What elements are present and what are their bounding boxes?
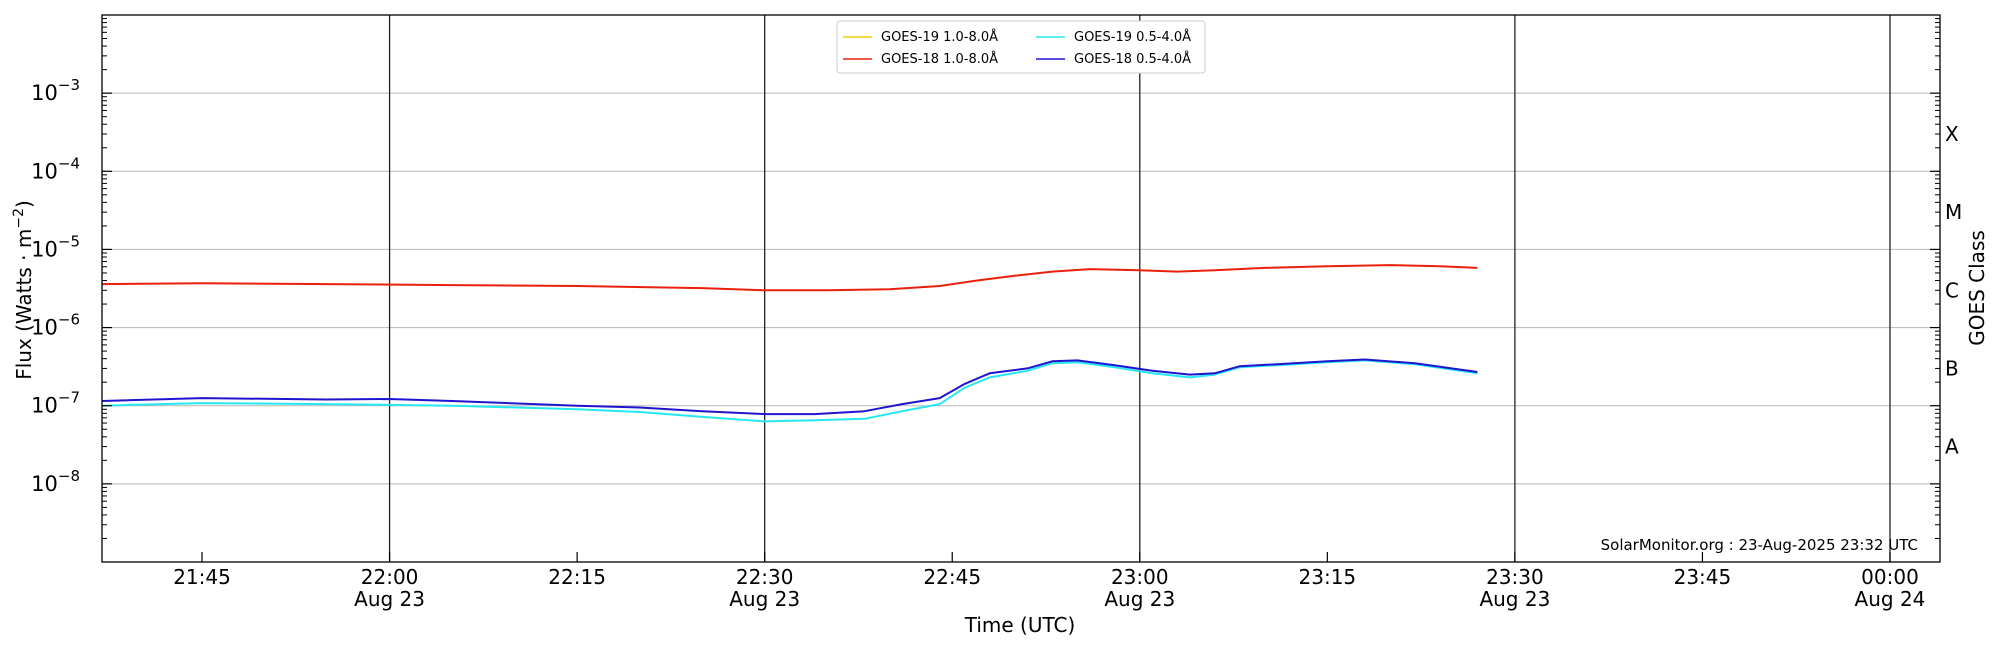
goes-class-a: A <box>1945 435 1959 459</box>
y-tick-label-base: 10 <box>31 237 58 261</box>
x-tick-label: 23:45 <box>1674 565 1732 589</box>
y-tick-label: 10−5 <box>31 232 80 261</box>
x-tick-date: Aug 23 <box>1104 587 1175 611</box>
x-tick-label: 00:00 <box>1861 565 1919 589</box>
x-tick-label: 22:30 <box>736 565 794 589</box>
y-axis-label-text: Flux (Watts · m <box>12 229 36 380</box>
goes-class-labels: X M C B A <box>1945 122 1962 459</box>
legend-label-goes19-short: GOES-19 0.5-4.0Å <box>1074 29 1191 45</box>
x-tick-label: 22:00 <box>361 565 419 589</box>
goes-class-x: X <box>1945 122 1959 146</box>
y-tick-label: 10−7 <box>31 389 80 418</box>
legend-label-goes18-long: GOES-18 1.0-8.0Å <box>881 51 998 67</box>
y-axis-label-exponent: −2 <box>11 208 27 229</box>
legend-label-goes18-short: GOES-18 0.5-4.0Å <box>1074 51 1191 67</box>
goes-class-axis-label: GOES Class <box>1965 230 1989 346</box>
y-tick-label-base: 10 <box>31 316 58 340</box>
flux-series <box>101 264 1478 423</box>
y-axis-ticks: 10−310−410−510−610−710−8 <box>31 18 1940 539</box>
legend-label-goes19-long: GOES-19 1.0-8.0Å <box>881 29 998 45</box>
horizontal-gridlines <box>102 92 1940 485</box>
y-tick-label-exponent: −8 <box>58 467 80 485</box>
x-tick-date: Aug 24 <box>1855 587 1926 611</box>
x-tick-date: Aug 23 <box>354 587 425 611</box>
y-tick-label-exponent: −7 <box>58 389 80 407</box>
goes-class-b: B <box>1945 356 1959 380</box>
y-tick-label-base: 10 <box>31 472 58 496</box>
legend-box <box>836 20 1206 74</box>
x-tick-date: Aug 23 <box>729 587 800 611</box>
y-tick-label-base: 10 <box>31 159 58 183</box>
y-tick-label-exponent: −6 <box>58 311 80 329</box>
y-axis-label-close: ) <box>12 200 36 208</box>
credit-text: SolarMonitor.org : 23-Aug-2025 23:32 UTC <box>1601 536 1918 554</box>
x-tick-label: 23:15 <box>1299 565 1357 589</box>
y-tick-label-base: 10 <box>31 81 58 105</box>
y-tick-label: 10−3 <box>31 76 80 105</box>
y-tick-label: 10−6 <box>31 311 80 340</box>
legend: GOES-19 1.0-8.0Å GOES-18 1.0-8.0Å GOES-1… <box>836 20 1206 74</box>
goes-class-m: M <box>1945 200 1962 224</box>
x-axis-label: Time (UTC) <box>964 613 1076 637</box>
x-tick-label: 22:15 <box>548 565 606 589</box>
x-tick-label: 23:30 <box>1486 565 1544 589</box>
y-tick-label-exponent: −4 <box>58 154 80 172</box>
x-tick-label: 21:45 <box>173 565 231 589</box>
y-tick-label-exponent: −3 <box>58 76 80 94</box>
y-tick-label: 10−8 <box>31 467 80 496</box>
y-tick-label-exponent: −5 <box>58 232 80 250</box>
plot-frame <box>101 14 1941 563</box>
y-axis-label: Flux (Watts · m−2) <box>11 200 36 380</box>
goes-class-c: C <box>1945 278 1959 302</box>
x-tick-label: 22:45 <box>923 565 981 589</box>
series-line-1 <box>101 264 1478 292</box>
x-tick-date: Aug 23 <box>1479 587 1550 611</box>
y-tick-label: 10−4 <box>31 154 80 183</box>
series-line-3 <box>101 358 1478 416</box>
vertical-time-lines <box>388 15 1891 562</box>
y-tick-label-base: 10 <box>31 394 58 418</box>
series-line-2 <box>101 359 1478 423</box>
x-tick-label: 23:00 <box>1111 565 1169 589</box>
